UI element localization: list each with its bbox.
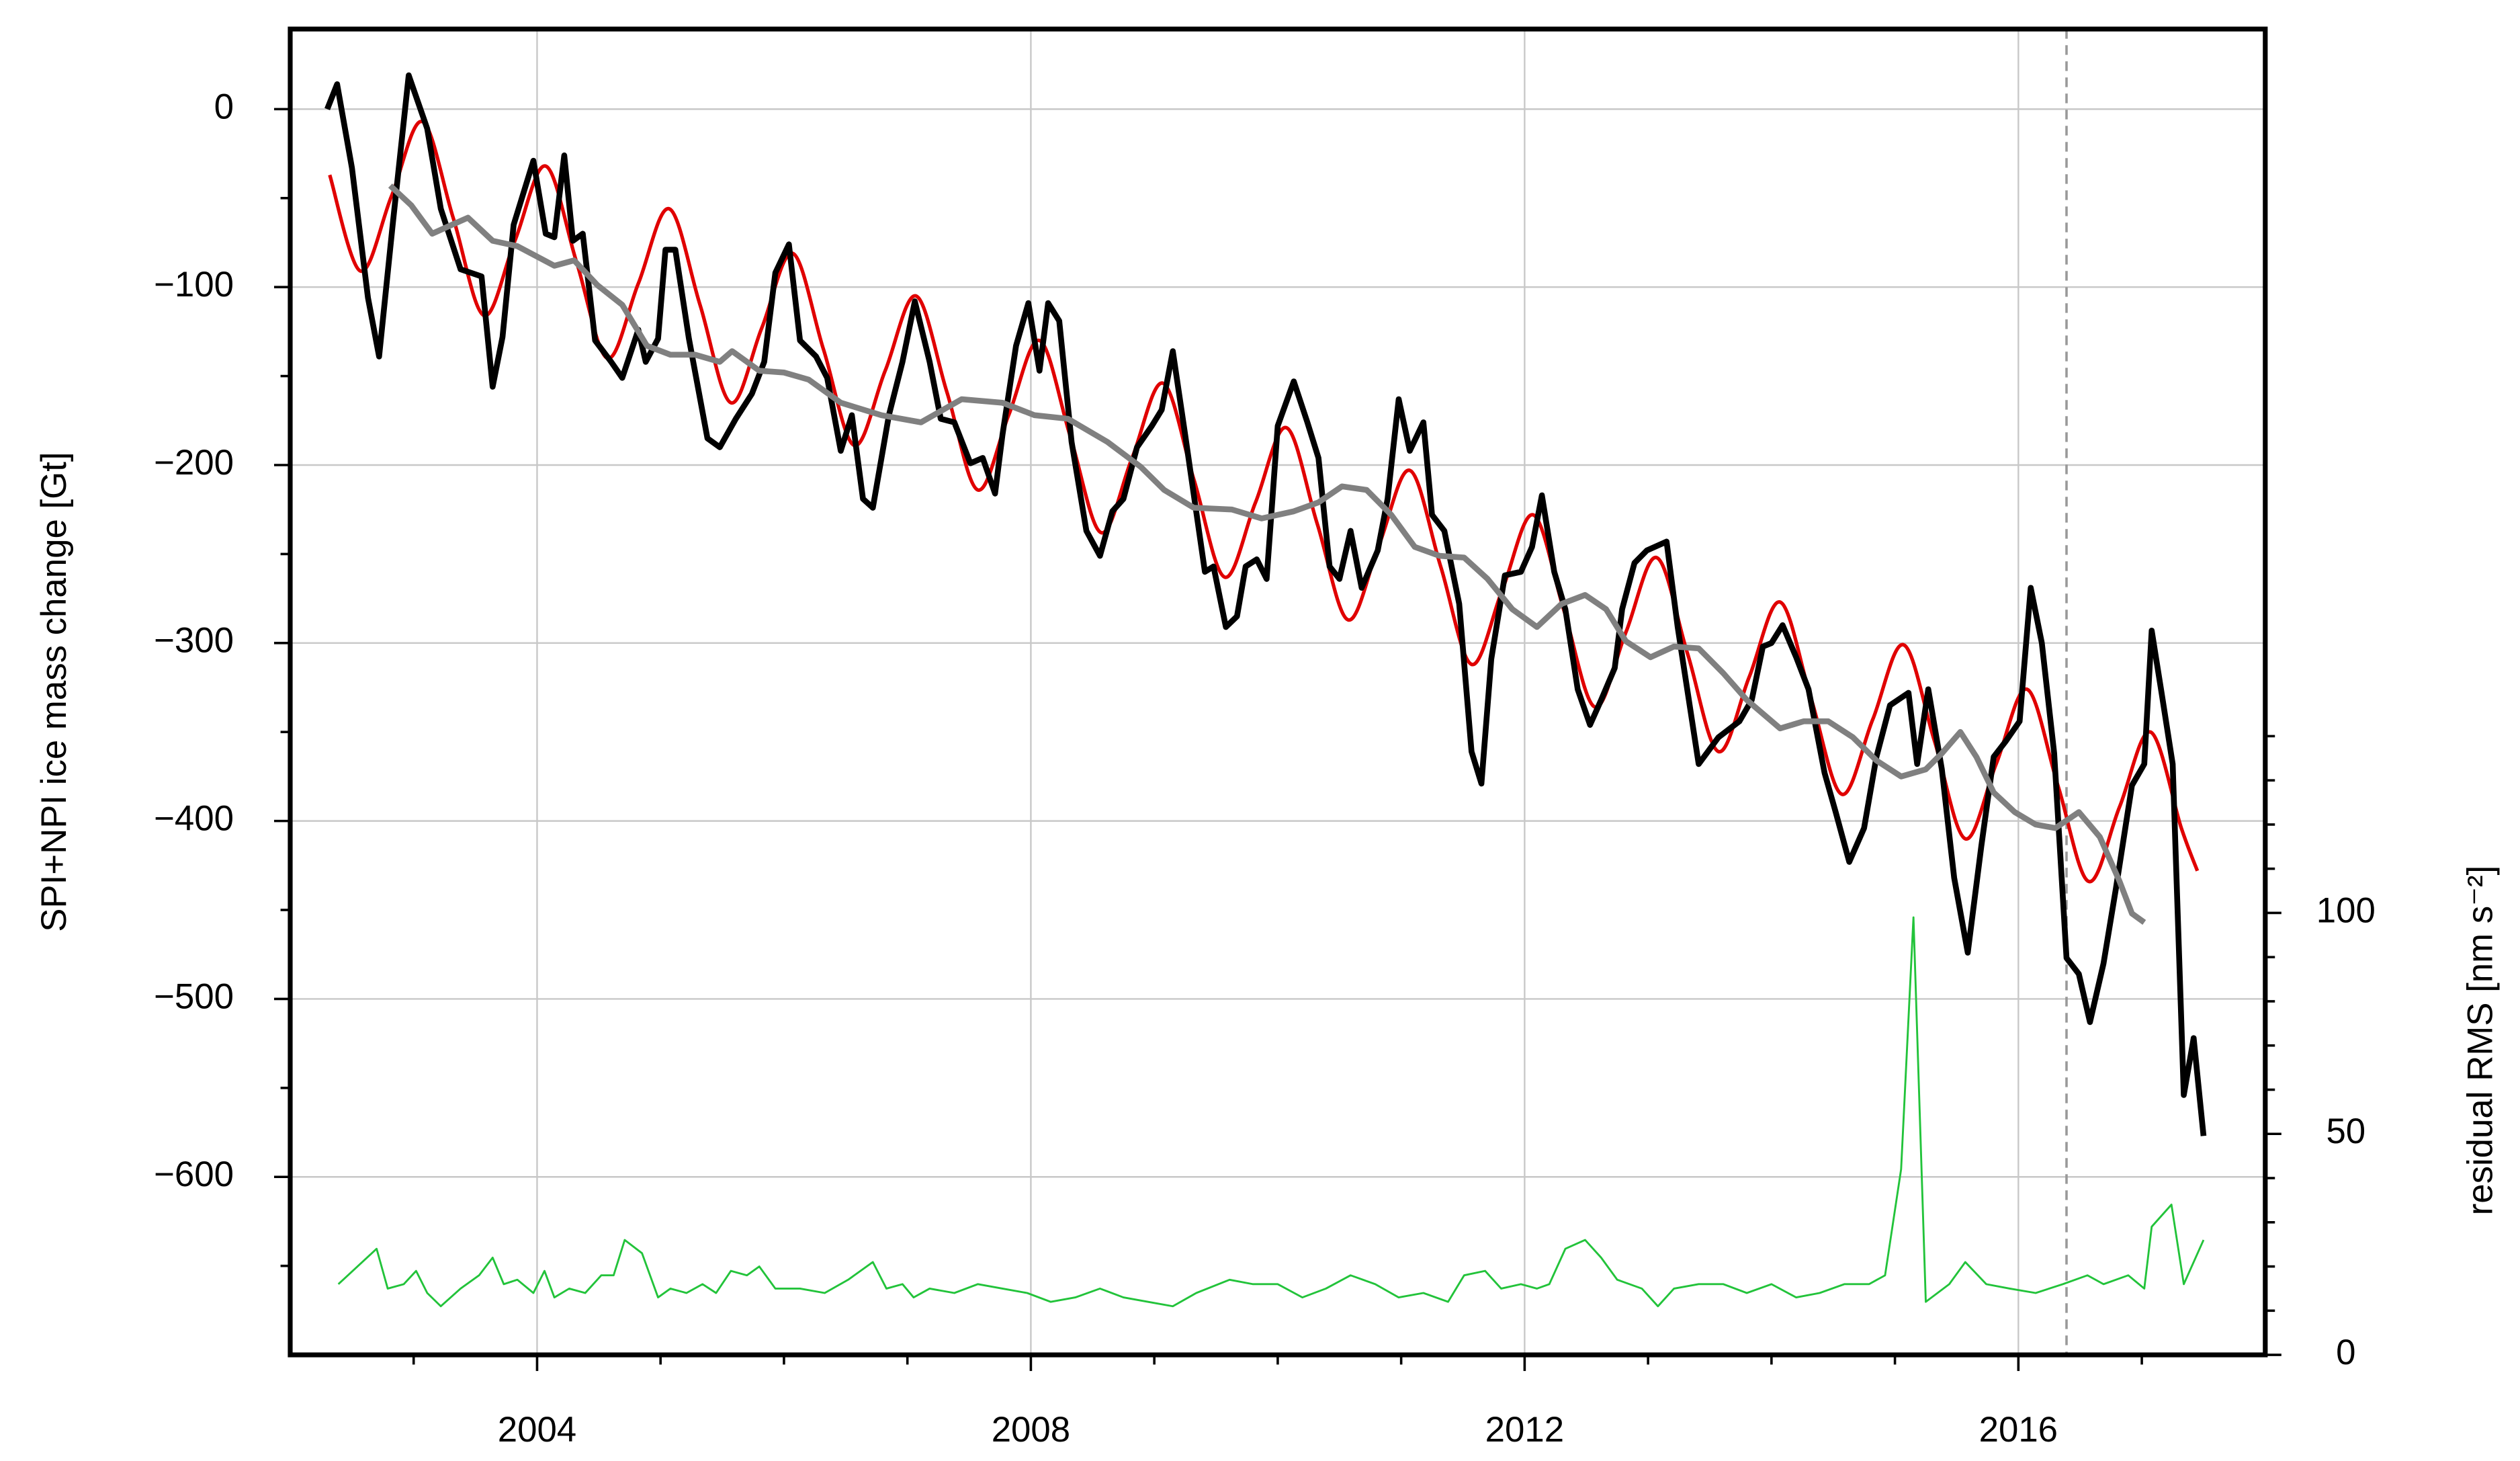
y-tick-label: 0 (214, 87, 234, 126)
y-tick-label: −600 (154, 1155, 234, 1194)
y2-tick-label: 0 (2336, 1333, 2355, 1372)
y-tick-label: −100 (154, 265, 234, 304)
y-tick-label: −400 (154, 799, 234, 839)
y-tick-label: −500 (154, 976, 234, 1016)
data-line (324, 72, 2207, 1136)
y2-axis-label: residual RMS [nm s⁻²] (2461, 866, 2501, 1216)
data-line (337, 916, 2205, 1308)
y-tick-label: −200 (154, 443, 234, 483)
x-tick-label: 2008 (992, 1410, 1070, 1450)
y-tick-label: −300 (154, 621, 234, 661)
plot-frame (288, 26, 2268, 1358)
y2-tick-label: 100 (2316, 890, 2376, 930)
data-line (388, 183, 2146, 925)
x-tick-label: 2012 (1485, 1410, 1564, 1450)
x-tick-label: 2016 (1979, 1410, 2058, 1450)
y-axis-label: SPI+NPI ice mass change [Gt] (34, 452, 74, 931)
data-line (328, 120, 2200, 884)
y2-tick-label: 50 (2326, 1112, 2365, 1151)
x-tick-label: 2004 (498, 1410, 576, 1450)
